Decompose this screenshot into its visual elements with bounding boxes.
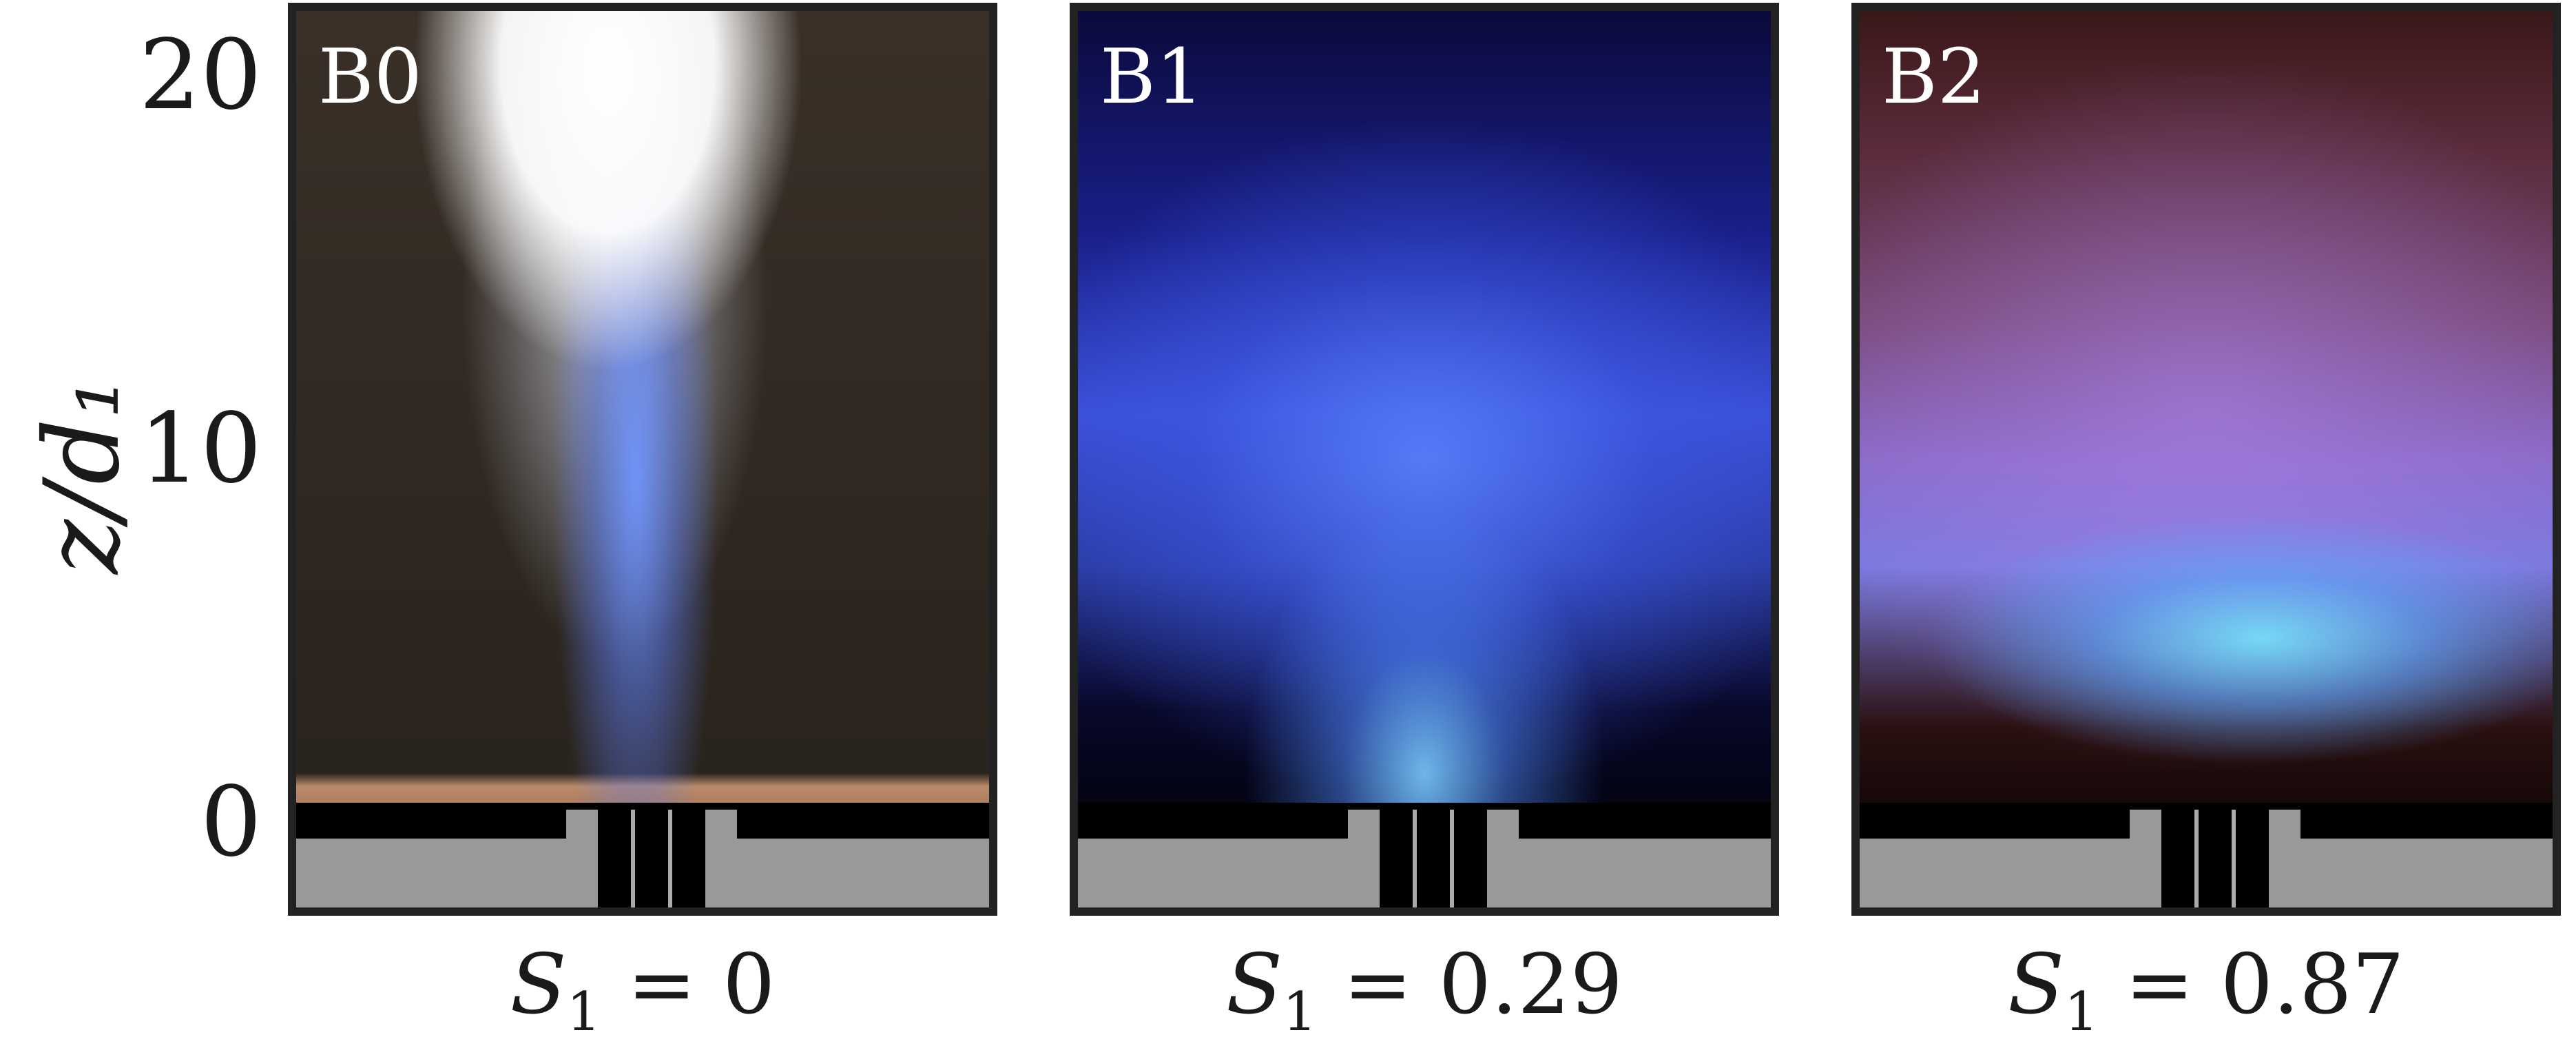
caption-b2: S1 = 0.87 bbox=[1851, 941, 2561, 1057]
flame-panel-b0: B0 bbox=[288, 3, 997, 916]
flame-photo-b0 bbox=[296, 11, 989, 907]
caption-subscript: 1 bbox=[2064, 981, 2099, 1043]
y-axis-label: z/d₁ bbox=[23, 377, 143, 574]
flame-panel-b1: B1 bbox=[1070, 3, 1779, 916]
caption-b0: S1 = 0 bbox=[288, 941, 997, 1057]
caption-subscript: 1 bbox=[1282, 981, 1317, 1043]
caption-subscript: 1 bbox=[566, 981, 601, 1043]
y-tick-0: 0 bbox=[200, 766, 262, 879]
y-tick-10: 10 bbox=[138, 393, 262, 505]
panel-tag: B1 bbox=[1100, 32, 1204, 121]
burner-schematic bbox=[1078, 803, 1771, 907]
panel-tag: B0 bbox=[318, 32, 422, 121]
caption-value: = 0 bbox=[601, 937, 776, 1033]
burner-schematic bbox=[1860, 803, 2553, 907]
y-tick-20: 20 bbox=[138, 19, 262, 132]
flame-photo-b1 bbox=[1078, 11, 1771, 907]
caption-variable: S bbox=[510, 937, 567, 1033]
caption-value: = 0.87 bbox=[2098, 937, 2404, 1033]
caption-b1: S1 = 0.29 bbox=[1070, 941, 1779, 1057]
caption-variable: S bbox=[1226, 937, 1283, 1033]
burner-schematic bbox=[296, 803, 989, 907]
flame-panel-b2: B2 bbox=[1851, 3, 2561, 916]
panel-tag: B2 bbox=[1882, 32, 1986, 121]
caption-value: = 0.29 bbox=[1316, 937, 1623, 1033]
flame-photo-b2 bbox=[1860, 11, 2553, 907]
caption-variable: S bbox=[2008, 937, 2065, 1033]
